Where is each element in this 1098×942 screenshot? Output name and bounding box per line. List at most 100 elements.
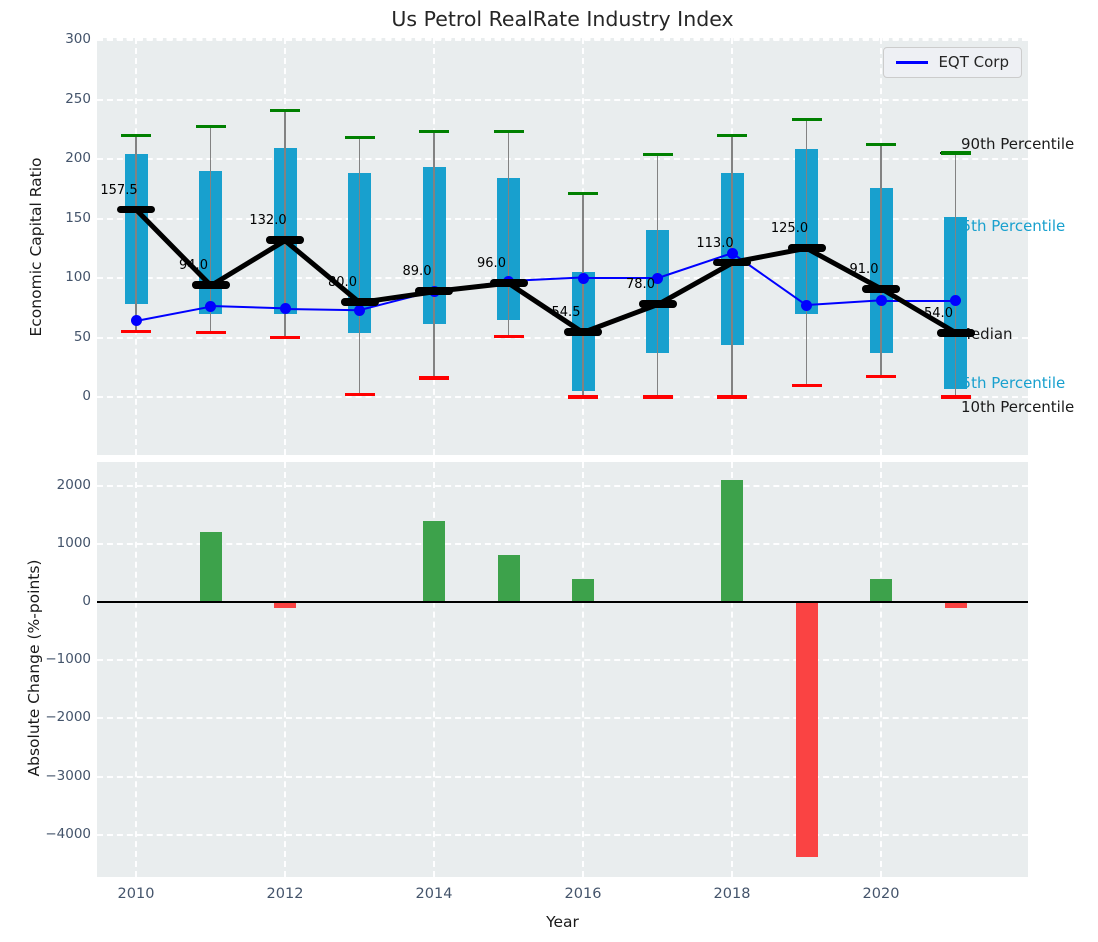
gridline-vertical	[582, 462, 584, 877]
whisker-cap-10th	[717, 395, 747, 399]
eqt-point	[279, 303, 291, 315]
gridline-horizontal	[97, 158, 1028, 160]
x-tick-label: 2014	[415, 886, 453, 902]
whisker-cap-90th	[866, 143, 896, 147]
gridline-horizontal	[97, 542, 1028, 545]
top-y-axis-label: Economic Capital Ratio	[27, 157, 45, 337]
y-tick-label: 0	[82, 388, 91, 404]
bar-positive	[870, 578, 892, 602]
y-tick-label: 1000	[56, 534, 91, 551]
gridline-horizontal	[97, 659, 1028, 662]
bar-positive	[721, 479, 743, 602]
x-tick-label: 2012	[266, 886, 304, 902]
whisker-line	[135, 135, 137, 332]
whisker-line	[731, 135, 733, 397]
median-value-label: 80.0	[328, 274, 357, 290]
gridline-horizontal	[97, 833, 1028, 836]
whisker-line	[358, 137, 361, 395]
eqt-point	[950, 295, 961, 307]
legend-line-sample	[896, 60, 929, 64]
median-marker	[713, 258, 751, 267]
gridline-vertical	[135, 462, 137, 877]
legend: EQT Corp	[883, 47, 1022, 78]
gridline-horizontal	[97, 396, 1028, 398]
whisker-cap-10th	[270, 335, 300, 340]
whisker-cap-90th	[568, 191, 598, 196]
whisker-cap-10th	[493, 334, 524, 338]
y-tick-label: 300	[65, 31, 91, 47]
whisker-cap-90th	[940, 151, 971, 155]
gridline-horizontal	[97, 217, 1028, 220]
whisker-line	[954, 153, 957, 397]
annotation-90th-percentile: 90th Percentile	[961, 135, 1075, 153]
annotation-10th-percentile: 10th Percentile	[961, 398, 1075, 416]
gridline-vertical	[433, 462, 435, 877]
bar-positive	[199, 532, 222, 602]
y-tick-label: 50	[73, 328, 91, 345]
y-tick-label: 250	[65, 90, 91, 107]
median-value-label: 78.0	[626, 277, 655, 293]
top-plot-area: 75th Percentile 25th Percentile 90th Per…	[65, 31, 1074, 455]
median-marker	[191, 281, 230, 289]
whisker-line	[507, 131, 510, 337]
y-tick-label: 200	[65, 150, 91, 166]
whisker-line	[880, 144, 882, 377]
chart-title: Us Petrol RealRate Industry Index	[391, 7, 734, 31]
x-tick-label: 2010	[117, 886, 155, 902]
eqt-point	[354, 304, 365, 316]
bar-negative	[274, 602, 296, 608]
median-value-label: 157.5	[100, 182, 138, 198]
eqt-point	[726, 247, 738, 259]
annotation-25th-percentile: 25th Percentile	[952, 374, 1066, 392]
y-tick-label: −1000	[45, 651, 91, 668]
whisker-cap-90th	[642, 152, 673, 156]
whisker-line	[805, 119, 808, 386]
median-marker	[638, 300, 677, 308]
gridline-horizontal	[97, 717, 1028, 720]
median-value-label: 125.0	[770, 221, 809, 237]
whisker-line	[284, 110, 286, 338]
gridline-horizontal	[97, 336, 1028, 339]
median-marker	[787, 244, 826, 253]
median-value-label: 89.0	[402, 264, 432, 280]
y-tick-label: −4000	[45, 825, 91, 842]
eqt-point	[577, 272, 589, 284]
x-axis-label: Year	[546, 913, 579, 931]
median-value-label: 54.5	[551, 305, 581, 321]
eqt-line-segment	[881, 299, 956, 302]
eqt-point	[801, 299, 812, 311]
whisker-cap-90th	[717, 133, 747, 137]
median-value-label: 132.0	[249, 212, 287, 228]
whisker-cap-90th	[791, 118, 822, 122]
eqt-point	[130, 315, 142, 327]
bar-negative	[944, 602, 967, 608]
whisker-cap-90th	[493, 130, 524, 134]
eqt-point	[652, 272, 663, 284]
y-tick-label: 2000	[56, 476, 91, 493]
annotation-75th-percentile: 75th Percentile	[952, 217, 1066, 235]
bar-positive	[497, 555, 520, 602]
x-tick-label: 2018	[713, 886, 751, 902]
gridline-horizontal	[97, 484, 1028, 487]
gridline-horizontal	[97, 775, 1028, 778]
whisker-cap-90th	[121, 133, 151, 137]
bar-positive	[572, 578, 594, 602]
median-marker	[564, 328, 602, 336]
whisker-cap-10th	[344, 393, 375, 397]
median-marker	[936, 328, 975, 337]
median-value-label: 96.0	[477, 255, 506, 271]
eqt-point	[875, 295, 887, 307]
gridline-vertical	[284, 462, 286, 877]
legend-label: EQT Corp	[938, 53, 1009, 71]
median-value-label: 113.0	[696, 235, 734, 251]
whisker-cap-10th	[195, 331, 226, 335]
zero-line	[97, 601, 1028, 603]
gridline-vertical	[731, 462, 733, 877]
eqt-line-segment	[135, 305, 211, 322]
x-tick-label: 2020	[862, 886, 900, 902]
median-value-label: 91.0	[849, 261, 879, 277]
whisker-line	[582, 193, 584, 397]
gridline-vertical	[880, 462, 882, 877]
whisker-cap-10th	[568, 395, 598, 399]
whisker-line	[433, 131, 435, 378]
